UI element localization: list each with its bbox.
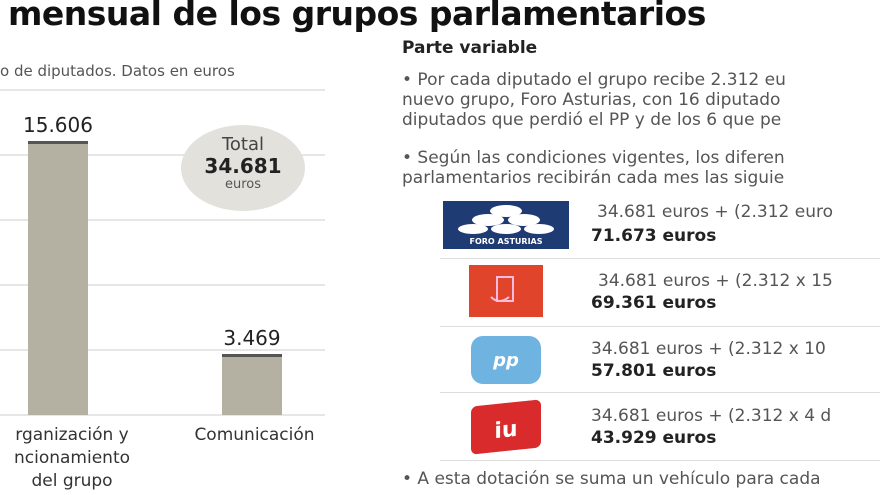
total-label: Total — [221, 134, 265, 155]
total-badge: Total 34.681 euros — [181, 125, 305, 211]
svg-text:iu: iu — [494, 417, 517, 444]
divider — [440, 258, 880, 259]
divider — [440, 392, 880, 393]
gridline — [0, 154, 325, 156]
result-pp: 57.801 euros — [591, 361, 717, 381]
page-title: mensual de los grupos parlamentarios — [8, 0, 706, 33]
pp-icon: pp — [492, 350, 519, 371]
category-label-organizacion: rganización y ncionamiento del grupo — [0, 424, 152, 493]
divider — [440, 460, 880, 461]
iu-logo: iu — [471, 399, 541, 455]
psoe-rose-icon — [490, 276, 514, 302]
category-label-line: ncionamiento — [13, 448, 131, 468]
variable-heading: Parte variable — [402, 38, 538, 58]
result-psoe: 69.361 euros — [591, 293, 717, 313]
text-line: diputados que perdió el PP y de los 6 qu… — [402, 110, 782, 130]
total-value: 34.681 — [204, 154, 282, 178]
footer-note: • A esta dotación se suma un vehículo pa… — [402, 469, 821, 489]
chart-subtitle: o de diputados. Datos en euros — [0, 62, 235, 80]
baseline — [0, 414, 325, 416]
pp-logo: pp — [471, 336, 541, 384]
total-unit: euros — [224, 177, 262, 192]
category-label-comunicacion: Comunicación — [194, 425, 315, 445]
svg-text:FORO ASTURIAS: FORO ASTURIAS — [469, 237, 542, 246]
category-label-line: rganización y — [15, 425, 129, 445]
gridline — [0, 89, 325, 91]
gridline — [0, 219, 325, 221]
value-label-organizacion: 15.606 — [23, 113, 93, 137]
variable-paragraph-1: • Por cada diputado el grupo recibe 2.31… — [402, 70, 786, 130]
variable-paragraph-2: • Según las condiciones vigentes, los di… — [402, 148, 785, 188]
text-line: • Según las condiciones vigentes, los di… — [402, 148, 785, 168]
svg-text:pp: pp — [492, 350, 519, 371]
text-line: nuevo grupo, Foro Asturias, con 16 diput… — [402, 90, 781, 110]
formula-iu: 34.681 euros + (2.312 x 4 d — [591, 406, 832, 426]
gridline — [0, 349, 325, 351]
foro-asturias-logo: FORO ASTURIAS — [443, 201, 569, 249]
formula-foro: 34.681 euros + (2.312 euro — [597, 202, 833, 222]
gridline — [0, 284, 325, 286]
bar-organizacion — [28, 141, 88, 415]
value-label-comunicacion: 3.469 — [223, 326, 281, 351]
text-line: • Por cada diputado el grupo recibe 2.31… — [402, 70, 786, 90]
formula-psoe: 34.681 euros + (2.312 x 15 — [598, 271, 833, 291]
text-line: parlamentarios recibirán cada mes las si… — [402, 168, 785, 188]
category-label-line: del grupo — [31, 471, 113, 491]
divider — [440, 326, 880, 327]
iu-icon: iu — [494, 417, 517, 444]
result-foro: 71.673 euros — [591, 226, 717, 246]
psoe-logo — [469, 265, 543, 317]
result-iu: 43.929 euros — [591, 428, 717, 448]
formula-pp: 34.681 euros + (2.312 x 10 — [591, 339, 826, 359]
bar-comunicacion — [222, 354, 282, 415]
foro-asturias-icon: FORO ASTURIAS — [458, 205, 554, 246]
